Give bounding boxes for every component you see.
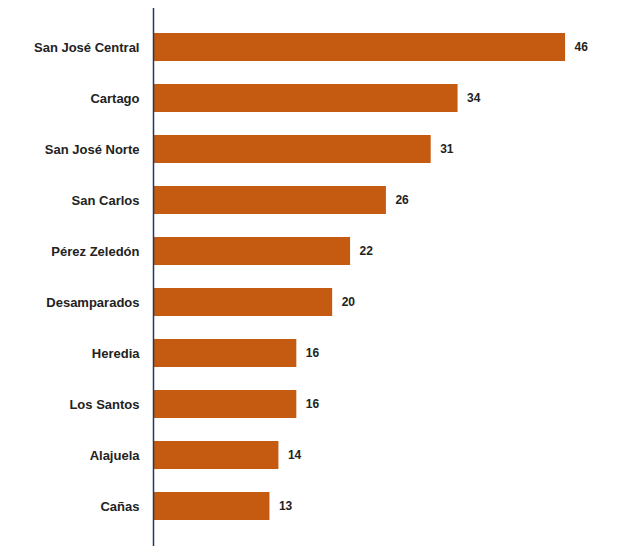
svg-text:16: 16: [306, 346, 320, 360]
svg-text:14: 14: [288, 448, 302, 462]
svg-text:34: 34: [467, 91, 481, 105]
svg-text:Desamparados: Desamparados: [46, 295, 139, 310]
svg-text:Alajuela: Alajuela: [90, 448, 141, 463]
svg-text:31: 31: [440, 142, 454, 156]
svg-text:Heredia: Heredia: [92, 346, 140, 361]
svg-text:San José Central: San José Central: [34, 40, 140, 55]
svg-text:46: 46: [575, 40, 589, 54]
svg-text:Cañas: Cañas: [100, 499, 139, 514]
svg-text:Pérez Zeledón: Pérez Zeledón: [51, 244, 139, 259]
svg-text:22: 22: [360, 244, 374, 258]
svg-text:13: 13: [279, 499, 293, 513]
svg-text:San José Norte: San José Norte: [45, 142, 140, 157]
svg-text:26: 26: [395, 193, 409, 207]
svg-text:Los Santos: Los Santos: [69, 397, 139, 412]
svg-text:San Carlos: San Carlos: [72, 193, 140, 208]
svg-text:Cartago: Cartago: [90, 91, 139, 106]
svg-text:16: 16: [306, 397, 320, 411]
svg-text:20: 20: [342, 295, 356, 309]
